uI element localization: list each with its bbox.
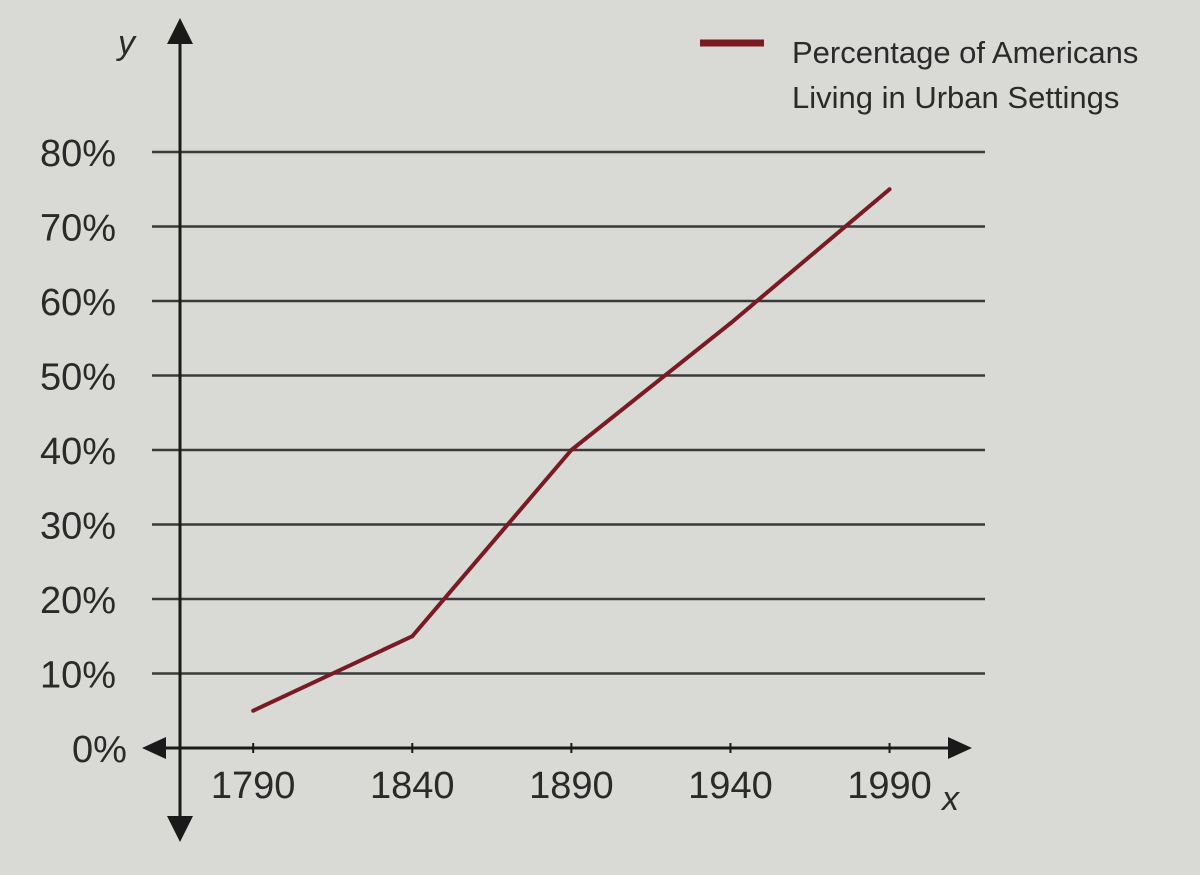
x-tick-label-1840: 1840 <box>370 765 455 807</box>
y-tick-label-70: 70% <box>40 208 116 250</box>
y-tick-label-40: 40% <box>40 431 116 473</box>
x-tick-label-1940: 1940 <box>688 765 773 807</box>
y-tick-label-20: 20% <box>40 580 116 622</box>
x-axis-arrow-left <box>142 737 166 759</box>
x-tick-labels: 1790 1840 1890 1940 1990 <box>211 743 932 807</box>
legend-label-line-2: Living in Urban Settings <box>792 80 1119 115</box>
x-axis-arrow-right <box>948 737 972 759</box>
data-point-1790 <box>251 708 256 713</box>
legend-label-line-1: Percentage of Americans <box>792 35 1138 70</box>
data-point-1940 <box>728 321 733 326</box>
y-tick-label-10: 10% <box>40 655 116 697</box>
y-axis-label: y <box>116 24 137 62</box>
axes <box>142 18 972 842</box>
data-point-1840 <box>410 634 415 639</box>
y-tick-label-0: 0% <box>72 729 127 771</box>
y-tick-label-60: 60% <box>40 282 116 324</box>
y-tick-label-80: 80% <box>40 133 116 175</box>
y-tick-label-50: 50% <box>40 357 116 399</box>
data-point-1890 <box>569 448 574 452</box>
series-group <box>251 187 892 713</box>
gridlines <box>152 150 985 675</box>
data-point-1990 <box>887 187 892 192</box>
x-tick-label-1990: 1990 <box>847 765 932 807</box>
y-axis-arrow-up <box>167 18 193 44</box>
y-tick-labels: 0% 10% 20% 30% 40% 50% 60% 70% 80% <box>40 133 127 771</box>
x-tick-label-1790: 1790 <box>211 765 296 807</box>
legend: Percentage of Americans Living in Urban … <box>700 35 1138 115</box>
y-tick-label-30: 30% <box>40 506 116 548</box>
x-tick-label-1890: 1890 <box>529 765 614 807</box>
y-axis-arrow-down <box>167 816 193 842</box>
x-axis-label: x <box>940 780 960 818</box>
